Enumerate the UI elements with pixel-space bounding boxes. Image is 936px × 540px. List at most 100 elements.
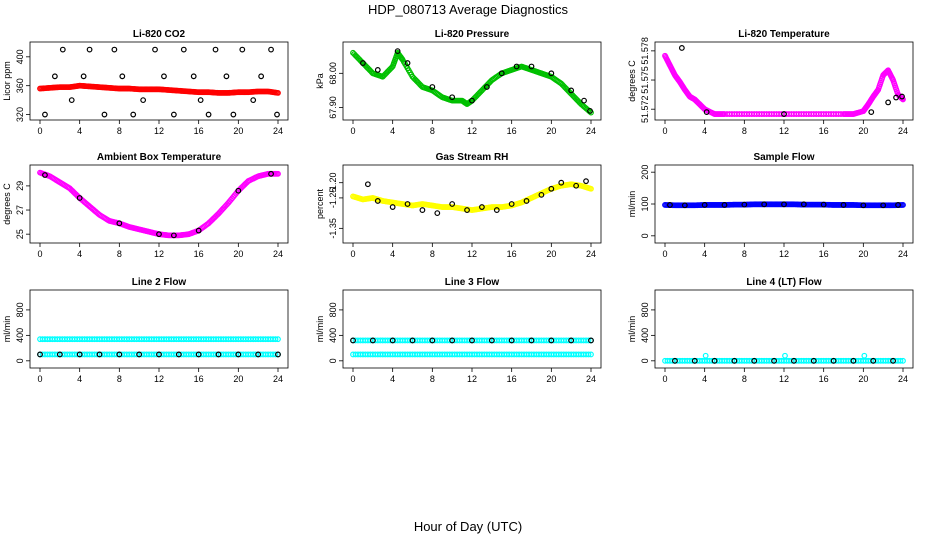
panel-4-point — [116, 220, 123, 227]
panel-9-point — [900, 357, 906, 364]
panel-5-point — [364, 181, 371, 188]
panel-1-frame — [29, 41, 289, 121]
panel-7-point — [56, 351, 63, 358]
panel-7-ytick-label: 800 — [15, 302, 25, 317]
panel-6-ytick-label: 100 — [640, 196, 650, 211]
panel-8-point — [508, 337, 515, 344]
panel-2-point — [568, 87, 575, 94]
panel-5-xtick-label: 24 — [586, 249, 596, 259]
panel-7-point — [195, 351, 202, 358]
panel-3-xtick-label: 20 — [858, 126, 868, 136]
panel-5-xtick-label: 0 — [350, 249, 355, 259]
panel-2-title: Li-820 Pressure — [435, 29, 510, 40]
panel-5-point — [493, 207, 500, 213]
panel-4-point — [76, 195, 83, 201]
panel-5: Gas Stream RH 0 4 8 12 16 20 24 -1.35 -1.25-1.20p… — [315, 152, 602, 259]
panel-4: Ambient Box Temperature 0 4 8 12 16 20 24 25 27 29… — [2, 152, 289, 259]
panel-1-point — [51, 73, 58, 80]
panel-3-point — [703, 109, 710, 116]
panel-3-point — [885, 99, 892, 106]
panel-9-point — [702, 352, 709, 359]
figure-x-label: Hour of Day (UTC) — [414, 519, 522, 534]
panel-8-point — [389, 337, 396, 344]
panel-6-point — [667, 202, 673, 208]
panel-4-point — [275, 170, 281, 177]
panel-6-point — [800, 201, 807, 208]
panel-8-point — [588, 351, 594, 358]
panel-6-point — [701, 202, 708, 208]
panel-1-point — [68, 97, 75, 104]
panel-3-xtick-label: 8 — [742, 126, 747, 136]
panel-1-point — [239, 46, 246, 53]
panel-9-point — [782, 352, 788, 359]
panel-9-xtick-label: 20 — [858, 374, 868, 384]
panel-5-point — [558, 179, 565, 186]
panel-1-xtick-label: 24 — [273, 126, 283, 136]
panel-6-xtick-label: 24 — [898, 249, 908, 259]
panel-3-point — [900, 96, 906, 103]
panel-5-xtick-label: 12 — [467, 249, 477, 259]
panel-4-point — [268, 170, 274, 177]
panel-8-point — [588, 337, 594, 344]
panel-8-point — [528, 337, 535, 344]
panel-7-xtick-label: 20 — [233, 374, 243, 384]
panel-8-ytick-label: 400 — [328, 328, 338, 343]
panel-8-series-upper — [350, 337, 594, 344]
panel-6-title: Sample Flow — [753, 152, 814, 163]
panel-7-point — [255, 351, 262, 358]
figure-title: HDP_080713 Average Diagnostics — [368, 2, 568, 17]
panel-8-xtick-label: 4 — [390, 374, 395, 384]
panel-8-series-lower — [350, 351, 594, 358]
panel-9-title: Line 4 (LT) Flow — [746, 277, 822, 288]
panel-5-point — [523, 198, 530, 204]
panel-9-point — [870, 357, 877, 364]
panel-1-point — [59, 46, 66, 53]
panel-5-title: Gas Stream RH — [436, 152, 509, 163]
panel-7-point — [275, 351, 281, 358]
panel-7-point — [76, 351, 83, 358]
panel-6-point — [860, 202, 867, 209]
panel-1-point — [161, 73, 167, 80]
panel-1-series-avg — [37, 82, 281, 96]
panel-7-series-upper — [37, 336, 281, 343]
panel-9-point — [861, 352, 868, 359]
panel-1-xtick-label: 16 — [194, 126, 204, 136]
panel-4-point — [195, 227, 202, 234]
panel-4-point — [235, 187, 242, 194]
panel-3-title: Li-820 Temperature — [738, 29, 830, 40]
panel-3-xtick-label: 16 — [819, 126, 829, 136]
panel-1-series-samples — [42, 46, 280, 118]
panel-9-ylabel: ml/min — [627, 316, 637, 343]
panel-1-xtick-label: 4 — [77, 126, 82, 136]
panel-9-point — [771, 357, 777, 364]
panel-8-point — [429, 337, 436, 344]
panel-8-point — [469, 337, 475, 344]
panel-3-point — [899, 93, 905, 100]
panel-2-point — [513, 63, 520, 70]
panel-3-point — [893, 94, 899, 101]
panel-5-xtick-label: 20 — [546, 249, 556, 259]
panel-7-ytick-label: 0 — [15, 358, 25, 363]
panel-1-point — [268, 46, 274, 53]
panel-3-ytick-label: 51.572 — [640, 95, 650, 123]
panel-5-point — [588, 185, 594, 192]
panel-7-xtick-label: 8 — [117, 374, 122, 384]
panel-7-point — [156, 351, 162, 358]
panel-9-point — [830, 357, 837, 364]
panel-5-xtick-label: 4 — [390, 249, 395, 259]
panel-9-point — [890, 357, 896, 364]
panel-4-xtick-label: 4 — [77, 249, 82, 259]
panel-1-point — [111, 46, 118, 53]
panel-6-point — [880, 202, 887, 209]
panel-7-xtick-label: 16 — [194, 374, 204, 384]
panel-7-ylabel: ml/min — [2, 316, 12, 343]
panel-4-series-avg — [37, 169, 281, 239]
panel-7-series-samples — [37, 351, 281, 358]
panel-6-ytick-label: 200 — [640, 165, 650, 180]
panel-2-point — [469, 97, 475, 104]
panel-8-point — [369, 337, 376, 344]
panel-8-ylabel: ml/min — [315, 316, 325, 343]
